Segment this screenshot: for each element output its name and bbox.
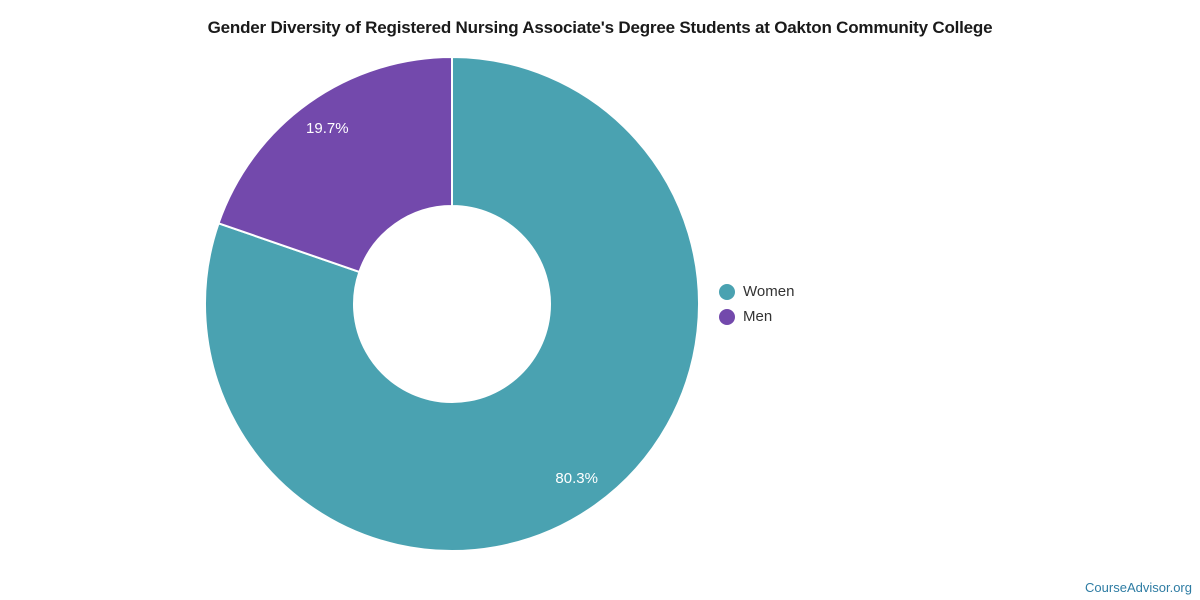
legend-swatch-women-icon bbox=[719, 283, 735, 300]
legend-item-women[interactable]: Women bbox=[719, 279, 794, 304]
legend-label-men: Men bbox=[743, 308, 773, 325]
chart-title: Gender Diversity of Registered Nursing A… bbox=[207, 18, 993, 37]
pie-slice-women[interactable] bbox=[204, 56, 700, 552]
slice-label-women: 80.3% bbox=[555, 470, 598, 487]
pie-slice-men[interactable] bbox=[217, 56, 453, 273]
legend-swatch-men-icon bbox=[719, 308, 735, 325]
slice-label-men: 19.7% bbox=[306, 120, 349, 137]
legend-label-women: Women bbox=[743, 283, 795, 300]
legend-item-men[interactable]: Men bbox=[719, 304, 794, 329]
courseadvisor-link[interactable]: CourseAdvisor.org bbox=[1085, 580, 1192, 595]
legend: Women Men bbox=[719, 279, 794, 329]
